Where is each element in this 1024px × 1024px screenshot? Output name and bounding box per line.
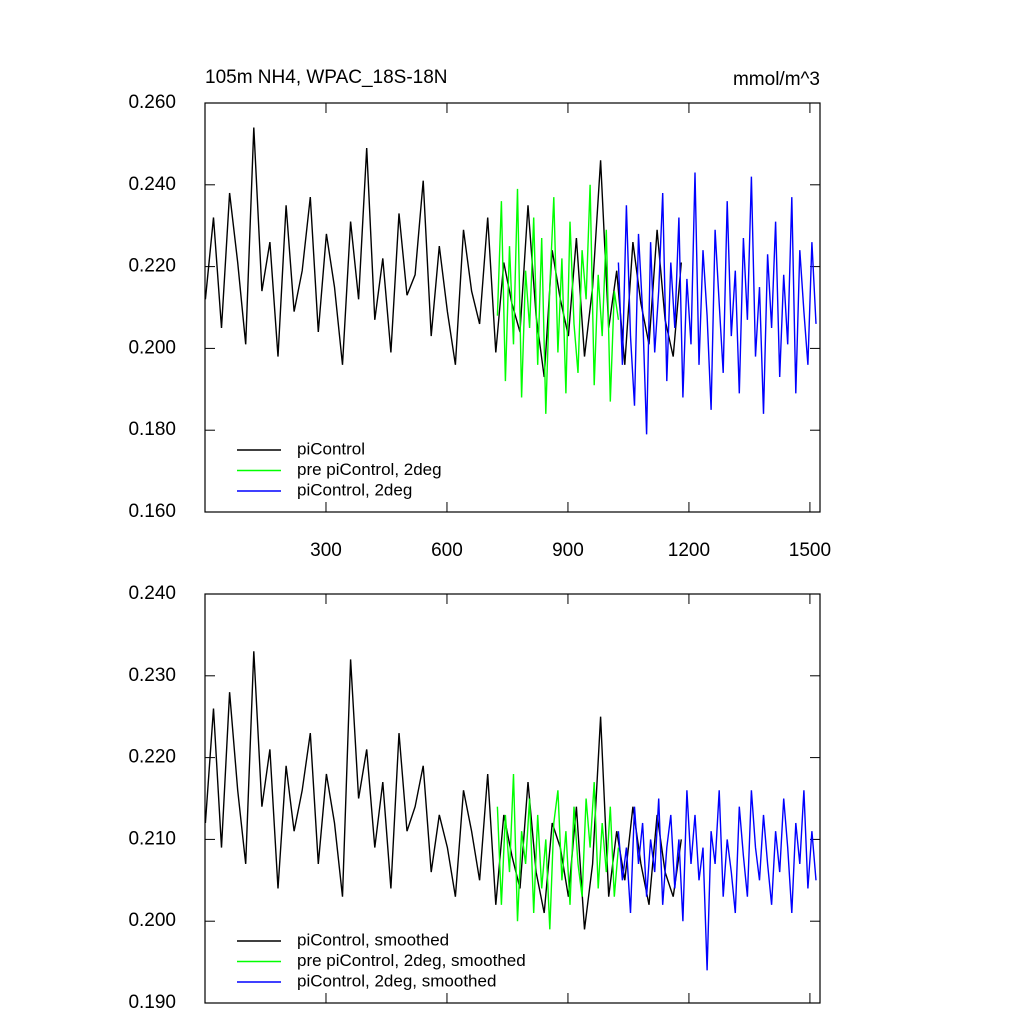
x-tick-label: 900 <box>552 540 584 561</box>
x-tick-label: 1500 <box>789 540 831 561</box>
plot-frame <box>204 593 821 1004</box>
x-tick-label: 600 <box>431 540 463 561</box>
chart-title: 105m NH4, WPAC_18S-18N <box>205 67 448 88</box>
data-line <box>204 127 682 378</box>
y-tick-label: 0.200 <box>128 337 176 358</box>
y-tick-label: 0.210 <box>128 828 176 849</box>
legend-label: piControl <box>297 439 365 458</box>
y-tick-label: 0.190 <box>128 992 176 1013</box>
data-line <box>204 651 682 930</box>
data-line <box>496 184 620 414</box>
y-tick-label: 0.240 <box>128 583 176 604</box>
units-label: mmol/m^3 <box>733 69 820 90</box>
y-tick-label: 0.240 <box>128 174 176 195</box>
legend-label: piControl, smoothed <box>297 930 449 949</box>
y-tick-label: 0.200 <box>128 910 176 931</box>
y-tick-label: 0.220 <box>128 747 176 768</box>
legend-label: pre piControl, 2deg, smoothed <box>297 951 526 970</box>
y-tick-label: 0.160 <box>128 501 176 522</box>
legend-label: pre piControl, 2deg <box>297 460 442 479</box>
plot-frame <box>204 102 821 513</box>
x-tick-label: 1200 <box>668 540 710 561</box>
y-tick-label: 0.180 <box>128 419 176 440</box>
legend-label: piControl, 2deg <box>297 480 412 499</box>
y-tick-label: 0.230 <box>128 665 176 686</box>
legend-label: piControl, 2deg, smoothed <box>297 971 496 990</box>
y-tick-label: 0.260 <box>128 92 176 113</box>
data-line <box>617 790 817 971</box>
x-tick-label: 300 <box>310 540 342 561</box>
data-line <box>617 172 817 435</box>
data-line <box>496 773 620 930</box>
y-tick-label: 0.220 <box>128 256 176 277</box>
